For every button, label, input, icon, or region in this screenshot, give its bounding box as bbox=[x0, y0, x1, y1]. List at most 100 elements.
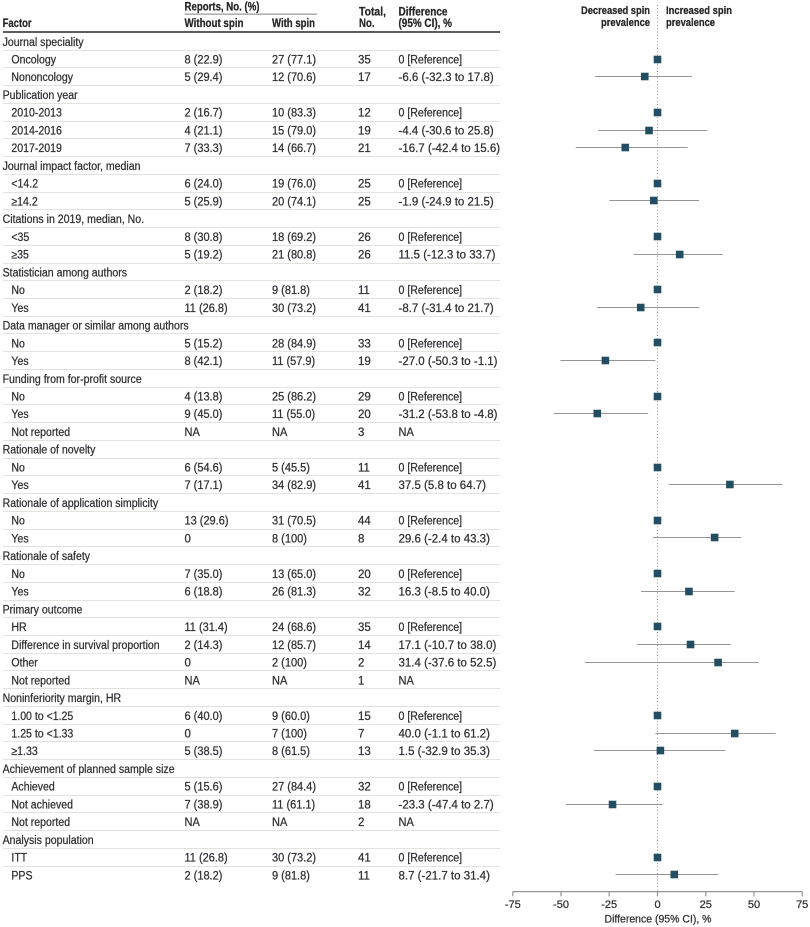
svg-text:13 (29.6): 13 (29.6) bbox=[185, 516, 229, 528]
svg-text:8.7 (-21.7 to 31.4): 8.7 (-21.7 to 31.4) bbox=[399, 870, 491, 882]
svg-text:50: 50 bbox=[748, 899, 760, 911]
svg-text:9 (81.8): 9 (81.8) bbox=[272, 285, 310, 297]
svg-text:4 (13.8): 4 (13.8) bbox=[185, 392, 223, 404]
svg-text:Without spin: Without spin bbox=[185, 18, 244, 30]
svg-text:Journal speciality: Journal speciality bbox=[3, 37, 84, 49]
svg-text:27 (77.1): 27 (77.1) bbox=[272, 55, 316, 67]
svg-text:34 (82.9): 34 (82.9) bbox=[272, 480, 316, 492]
svg-text:Factor: Factor bbox=[3, 18, 32, 30]
svg-text:7 (33.3): 7 (33.3) bbox=[185, 143, 223, 155]
svg-text:prevalence: prevalence bbox=[601, 17, 650, 29]
svg-text:Yes: Yes bbox=[11, 587, 28, 599]
svg-text:12: 12 bbox=[358, 108, 371, 120]
svg-text:26: 26 bbox=[358, 250, 371, 262]
svg-text:Other: Other bbox=[11, 658, 38, 670]
svg-text:19: 19 bbox=[358, 356, 371, 368]
svg-text:7 (38.9): 7 (38.9) bbox=[185, 800, 223, 812]
svg-text:14 (66.7): 14 (66.7) bbox=[272, 143, 316, 155]
svg-text:24 (68.6): 24 (68.6) bbox=[272, 622, 316, 634]
svg-text:Noninferiority margin, HR: Noninferiority margin, HR bbox=[3, 693, 122, 705]
svg-text:41: 41 bbox=[358, 480, 371, 492]
svg-text:5 (15.6): 5 (15.6) bbox=[185, 782, 223, 794]
svg-text:Not reported: Not reported bbox=[11, 675, 70, 687]
svg-text:Journal impact factor, median: Journal impact factor, median bbox=[3, 161, 141, 173]
svg-text:-25: -25 bbox=[601, 899, 617, 911]
svg-text:0 [Reference]: 0 [Reference] bbox=[399, 55, 463, 67]
svg-text:31.4 (-37.6 to 52.5): 31.4 (-37.6 to 52.5) bbox=[399, 658, 497, 670]
svg-text:11: 11 bbox=[358, 870, 370, 882]
svg-text:0 [Reference]: 0 [Reference] bbox=[399, 179, 463, 191]
svg-text:prevalence: prevalence bbox=[666, 17, 715, 29]
svg-text:NA: NA bbox=[185, 817, 201, 829]
svg-text:29.6 (-2.4 to 43.3): 29.6 (-2.4 to 43.3) bbox=[399, 533, 491, 545]
svg-text:0: 0 bbox=[185, 533, 191, 545]
svg-text:0 [Reference]: 0 [Reference] bbox=[399, 782, 463, 794]
svg-text:NA: NA bbox=[185, 675, 201, 687]
svg-text:19 (76.0): 19 (76.0) bbox=[272, 179, 316, 191]
svg-text:9 (45.0): 9 (45.0) bbox=[185, 409, 223, 421]
svg-text:-4.4 (-30.6 to 25.8): -4.4 (-30.6 to 25.8) bbox=[399, 125, 494, 137]
svg-text:18 (69.2): 18 (69.2) bbox=[272, 232, 316, 244]
svg-text:Funding from for-profit source: Funding from for-profit source bbox=[3, 374, 142, 386]
svg-text:21 (80.8): 21 (80.8) bbox=[272, 250, 316, 262]
svg-text:20: 20 bbox=[358, 569, 371, 581]
svg-text:25: 25 bbox=[358, 179, 371, 191]
svg-text:-6.6 (-32.3 to 17.8): -6.6 (-32.3 to 17.8) bbox=[399, 72, 494, 84]
svg-text:25: 25 bbox=[700, 899, 712, 911]
svg-text:11: 11 bbox=[358, 285, 370, 297]
svg-text:6 (24.0): 6 (24.0) bbox=[185, 179, 223, 191]
svg-text:12 (70.6): 12 (70.6) bbox=[272, 72, 316, 84]
svg-text:No: No bbox=[11, 569, 25, 581]
svg-text:-1.9 (-24.9 to 21.5): -1.9 (-24.9 to 21.5) bbox=[399, 196, 494, 208]
svg-text:6 (40.0): 6 (40.0) bbox=[185, 711, 223, 723]
svg-text:Not achieved: Not achieved bbox=[11, 800, 73, 812]
svg-text:5 (19.2): 5 (19.2) bbox=[185, 250, 223, 262]
svg-text:8 (30.8): 8 (30.8) bbox=[185, 232, 223, 244]
svg-text:NA: NA bbox=[272, 427, 288, 439]
svg-text:Decreased spin: Decreased spin bbox=[581, 5, 650, 17]
svg-text:11.5 (-12.3 to 33.7): 11.5 (-12.3 to 33.7) bbox=[399, 250, 496, 262]
svg-text:8 (100): 8 (100) bbox=[272, 533, 307, 545]
svg-text:41: 41 bbox=[358, 303, 371, 315]
svg-text:Analysis population: Analysis population bbox=[3, 835, 94, 847]
svg-text:5 (38.5): 5 (38.5) bbox=[185, 746, 223, 758]
svg-text:25: 25 bbox=[358, 196, 371, 208]
svg-text:19: 19 bbox=[358, 125, 371, 137]
svg-text:Not reported: Not reported bbox=[11, 817, 70, 829]
svg-text:0 [Reference]: 0 [Reference] bbox=[399, 285, 463, 297]
svg-text:No: No bbox=[11, 516, 25, 528]
svg-text:No: No bbox=[11, 338, 25, 350]
svg-text:30 (73.2): 30 (73.2) bbox=[272, 303, 316, 315]
svg-text:11 (61.1): 11 (61.1) bbox=[272, 800, 315, 812]
svg-text:26: 26 bbox=[358, 232, 371, 244]
svg-text:26 (81.3): 26 (81.3) bbox=[272, 587, 316, 599]
svg-text:No: No bbox=[11, 462, 25, 474]
svg-text:With spin: With spin bbox=[272, 18, 315, 30]
svg-text:Rationale of novelty: Rationale of novelty bbox=[3, 445, 96, 457]
svg-text:0 [Reference]: 0 [Reference] bbox=[399, 108, 463, 120]
svg-text:-75: -75 bbox=[505, 899, 521, 911]
svg-text:No.: No. bbox=[359, 18, 375, 30]
svg-text:Oncology: Oncology bbox=[11, 55, 56, 67]
svg-text:7 (35.0): 7 (35.0) bbox=[185, 569, 223, 581]
svg-text:NA: NA bbox=[399, 675, 415, 687]
svg-text:37.5 (5.8 to 64.7): 37.5 (5.8 to 64.7) bbox=[399, 480, 487, 492]
svg-text:3: 3 bbox=[358, 427, 364, 439]
svg-text:No: No bbox=[11, 285, 25, 297]
svg-text:NA: NA bbox=[272, 675, 288, 687]
svg-text:1.00 to <1.25: 1.00 to <1.25 bbox=[11, 711, 73, 723]
svg-text:-50: -50 bbox=[553, 899, 569, 911]
svg-text:Citations in 2019, median, No.: Citations in 2019, median, No. bbox=[3, 214, 145, 226]
svg-text:Statistician among authors: Statistician among authors bbox=[3, 267, 128, 279]
svg-text:13: 13 bbox=[358, 746, 371, 758]
svg-text:Nononcology: Nononcology bbox=[11, 72, 73, 84]
svg-text:Difference (95% CI), %: Difference (95% CI), % bbox=[605, 913, 712, 925]
svg-text:11 (26.8): 11 (26.8) bbox=[185, 303, 228, 315]
svg-text:11: 11 bbox=[358, 462, 370, 474]
svg-text:2014-2016: 2014-2016 bbox=[11, 125, 62, 137]
svg-text:0 [Reference]: 0 [Reference] bbox=[399, 853, 463, 865]
svg-text:Difference in survival proport: Difference in survival proportion bbox=[11, 640, 159, 652]
svg-text:11 (26.8): 11 (26.8) bbox=[185, 853, 228, 865]
svg-text:Yes: Yes bbox=[11, 480, 28, 492]
svg-text:5 (15.2): 5 (15.2) bbox=[185, 338, 223, 350]
